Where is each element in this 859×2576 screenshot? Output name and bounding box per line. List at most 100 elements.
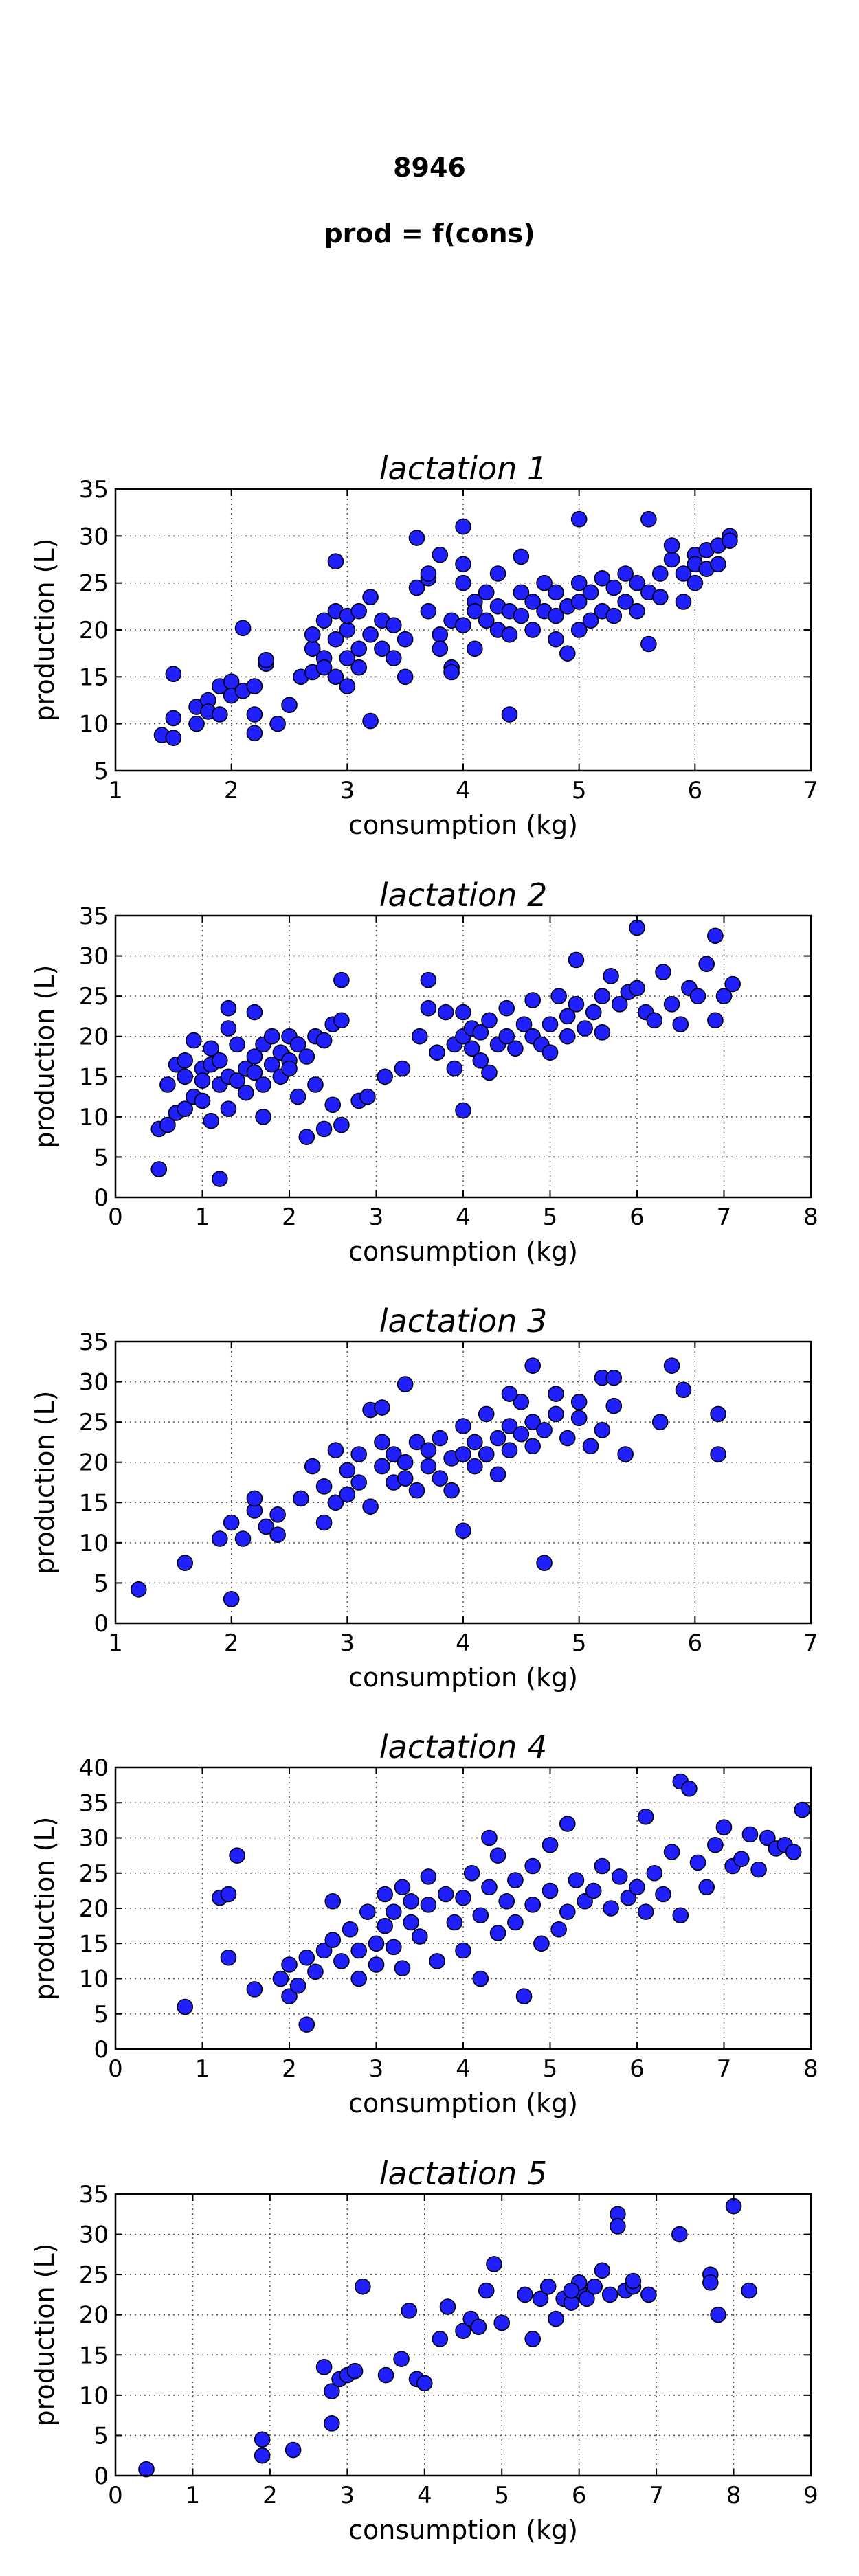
data-point <box>411 1928 428 1945</box>
x-tick-label: 1 <box>195 1204 210 1231</box>
data-point <box>374 1399 390 1416</box>
data-point <box>675 565 692 582</box>
data-point <box>707 1012 724 1029</box>
data-point <box>481 1879 498 1896</box>
data-point <box>563 2282 580 2299</box>
data-point <box>455 1889 471 1906</box>
x-tick-label: 5 <box>543 2055 558 2083</box>
data-point <box>272 1970 289 1987</box>
x-tick-label: 6 <box>688 777 703 804</box>
data-point <box>542 1016 559 1032</box>
data-point <box>362 626 379 643</box>
data-point <box>455 1522 471 1539</box>
data-point <box>374 640 390 657</box>
data-point <box>150 1161 168 1177</box>
data-point <box>586 2278 603 2295</box>
data-point <box>350 1970 368 1987</box>
data-point <box>177 1052 194 1069</box>
data-point <box>646 1864 663 1882</box>
data-point <box>289 1036 306 1053</box>
x-tick-label: 4 <box>456 1629 471 1657</box>
data-point <box>470 2318 487 2336</box>
x-tick-label: 4 <box>456 1204 471 1231</box>
data-point <box>463 1864 480 1882</box>
data-point <box>420 565 437 582</box>
data-point <box>577 1020 593 1037</box>
y-tick-label: 0 <box>93 1184 109 1212</box>
x-tick-label: 2 <box>224 777 239 804</box>
data-point <box>455 2323 471 2339</box>
data-point <box>478 584 495 601</box>
data-point <box>377 1917 393 1934</box>
data-point <box>374 1458 390 1475</box>
subplot-title: lactation 1 <box>379 450 548 487</box>
data-point <box>489 565 506 582</box>
data-point <box>559 1430 576 1447</box>
data-point <box>501 1418 518 1434</box>
data-point <box>463 1040 480 1057</box>
y-tick-label: 10 <box>79 711 109 738</box>
data-point <box>432 2331 449 2347</box>
data-point <box>432 1430 449 1447</box>
data-point <box>594 2262 611 2279</box>
data-point <box>165 666 182 683</box>
data-point <box>582 1438 599 1455</box>
x-tick-label: 1 <box>108 1629 123 1657</box>
x-tick-label: 5 <box>572 1629 587 1657</box>
data-point <box>339 622 356 638</box>
data-point <box>715 988 733 1004</box>
data-point <box>675 1381 692 1399</box>
data-point <box>255 1109 271 1125</box>
data-point <box>629 574 645 591</box>
data-point <box>559 1903 576 1920</box>
data-point <box>281 1060 298 1077</box>
y-tick-label: 30 <box>79 1825 109 1853</box>
data-point <box>315 1120 333 1138</box>
data-point <box>507 1872 524 1888</box>
data-point <box>455 617 471 633</box>
data-point <box>246 1981 263 1998</box>
data-point <box>501 1386 518 1402</box>
data-point <box>663 996 680 1013</box>
data-point <box>724 975 741 993</box>
data-point <box>515 1988 533 2004</box>
data-point <box>675 594 692 610</box>
y-tick-label: 25 <box>79 2261 109 2289</box>
data-point <box>663 1844 680 1860</box>
data-point <box>281 1956 298 1973</box>
data-point <box>710 2306 726 2323</box>
data-point <box>672 1016 689 1032</box>
subplot-title: lactation 4 <box>379 1728 548 1765</box>
x-tick-label: 1 <box>108 777 123 804</box>
data-point <box>229 1847 245 1864</box>
data-point <box>269 1526 286 1543</box>
data-point <box>617 1446 634 1462</box>
data-point <box>478 1405 495 1423</box>
data-point <box>489 1430 506 1447</box>
data-point <box>637 1903 654 1920</box>
data-point <box>481 1012 498 1029</box>
data-point <box>385 1939 402 1956</box>
data-point <box>570 574 588 591</box>
data-point <box>620 1889 637 1906</box>
data-point <box>437 1886 454 1903</box>
data-point <box>524 1357 542 1374</box>
data-point <box>429 1044 445 1061</box>
data-point <box>194 1092 211 1109</box>
data-point <box>637 1808 654 1825</box>
data-point <box>568 996 585 1013</box>
data-point <box>640 2286 657 2303</box>
data-point <box>203 1040 219 1057</box>
data-point <box>594 1857 611 1875</box>
data-point <box>281 697 298 714</box>
plot-frame <box>114 2193 812 2477</box>
x-tick-label: 8 <box>803 1204 818 1231</box>
data-point <box>472 1907 489 1924</box>
data-point <box>501 1442 518 1458</box>
data-point <box>401 2303 418 2319</box>
data-point <box>285 2441 302 2459</box>
data-point <box>486 2256 502 2272</box>
data-point <box>333 1953 350 1969</box>
data-point <box>507 1914 524 1931</box>
data-point <box>304 1458 321 1475</box>
